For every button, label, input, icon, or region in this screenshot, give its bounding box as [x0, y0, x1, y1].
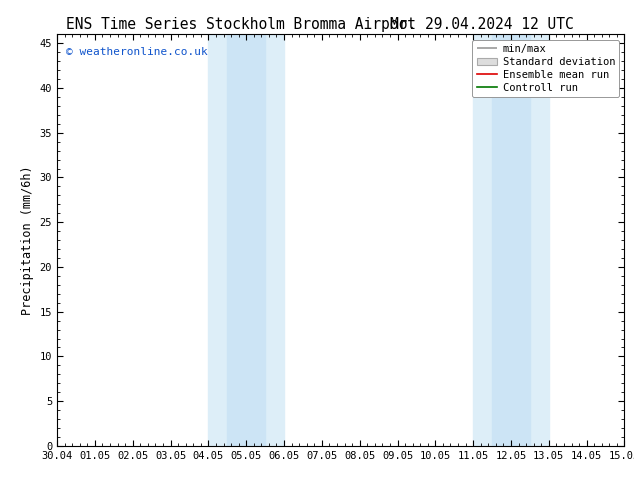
Y-axis label: Precipitation (mm/6h): Precipitation (mm/6h)	[21, 165, 34, 315]
Bar	[209, 34, 284, 446]
Bar	[473, 34, 549, 446]
Bar	[228, 34, 265, 446]
Text: © weatheronline.co.uk: © weatheronline.co.uk	[65, 47, 207, 57]
Text: Mo. 29.04.2024 12 UTC: Mo. 29.04.2024 12 UTC	[390, 17, 574, 32]
Bar	[492, 34, 530, 446]
Legend: min/max, Standard deviation, Ensemble mean run, Controll run: min/max, Standard deviation, Ensemble me…	[472, 40, 619, 97]
Text: ENS Time Series Stockholm Bromma Airport: ENS Time Series Stockholm Bromma Airport	[66, 17, 416, 32]
